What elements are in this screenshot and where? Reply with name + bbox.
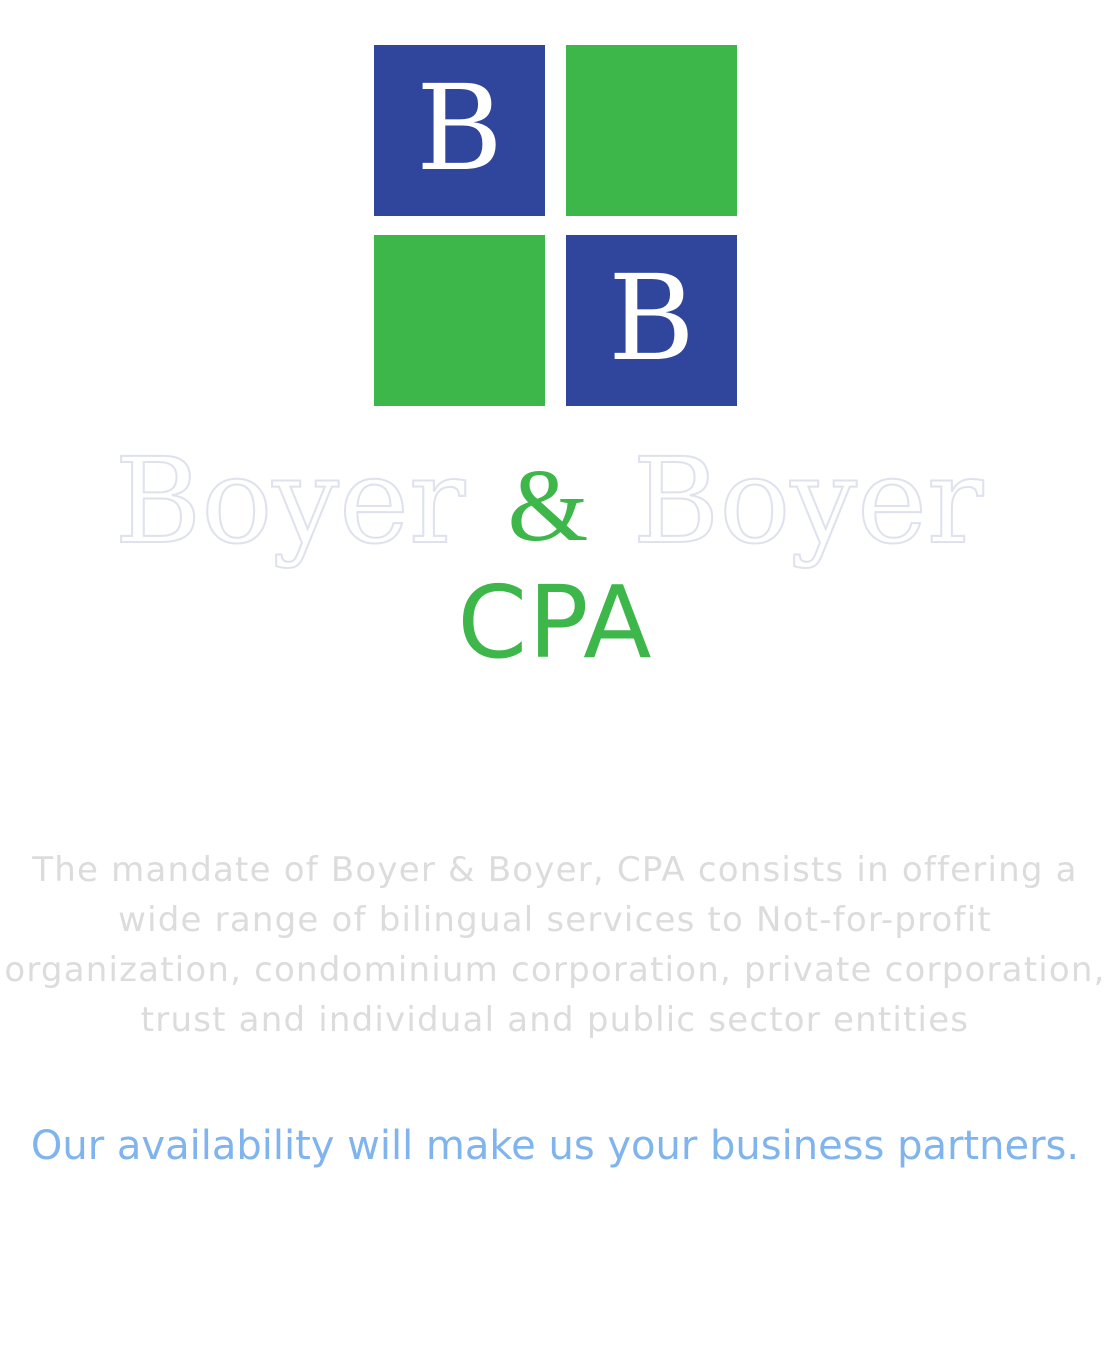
tagline: Our availability will make us your busin… — [30, 1123, 1080, 1169]
brand-wordmark-svg: Boyer & Boyer — [114, 432, 985, 571]
mandate-line: trust and individual and public sector e… — [140, 1000, 970, 1040]
brand-logo-grid: B B — [374, 45, 737, 406]
mandate-line: wide range of bilingual services to Not-… — [118, 900, 992, 940]
mandate-line: The mandate of Boyer & Boyer, CPA consis… — [32, 850, 1078, 890]
logo-tile-bottom-right: B — [566, 235, 737, 406]
logo-letter-bottom-right: B — [608, 248, 695, 387]
brand-suffix-cpa: CPA — [457, 564, 653, 681]
mandate-line: organization, condominium corporation, p… — [4, 950, 1106, 990]
brand-ampersand: & — [508, 448, 589, 563]
brand-name-right: Boyer — [633, 432, 984, 570]
mandate-paragraph: The mandate of Boyer & Boyer, CPA consis… — [0, 845, 1110, 1045]
logo-letter-top-left: B — [416, 58, 503, 197]
brand-wordmark: Boyer & Boyer — [0, 432, 1110, 582]
logo-tile-bottom-left — [374, 235, 545, 406]
logo-tile-top-left: B — [374, 45, 545, 216]
brand-name-left: Boyer — [115, 432, 466, 570]
logo-tile-top-right — [566, 45, 737, 216]
